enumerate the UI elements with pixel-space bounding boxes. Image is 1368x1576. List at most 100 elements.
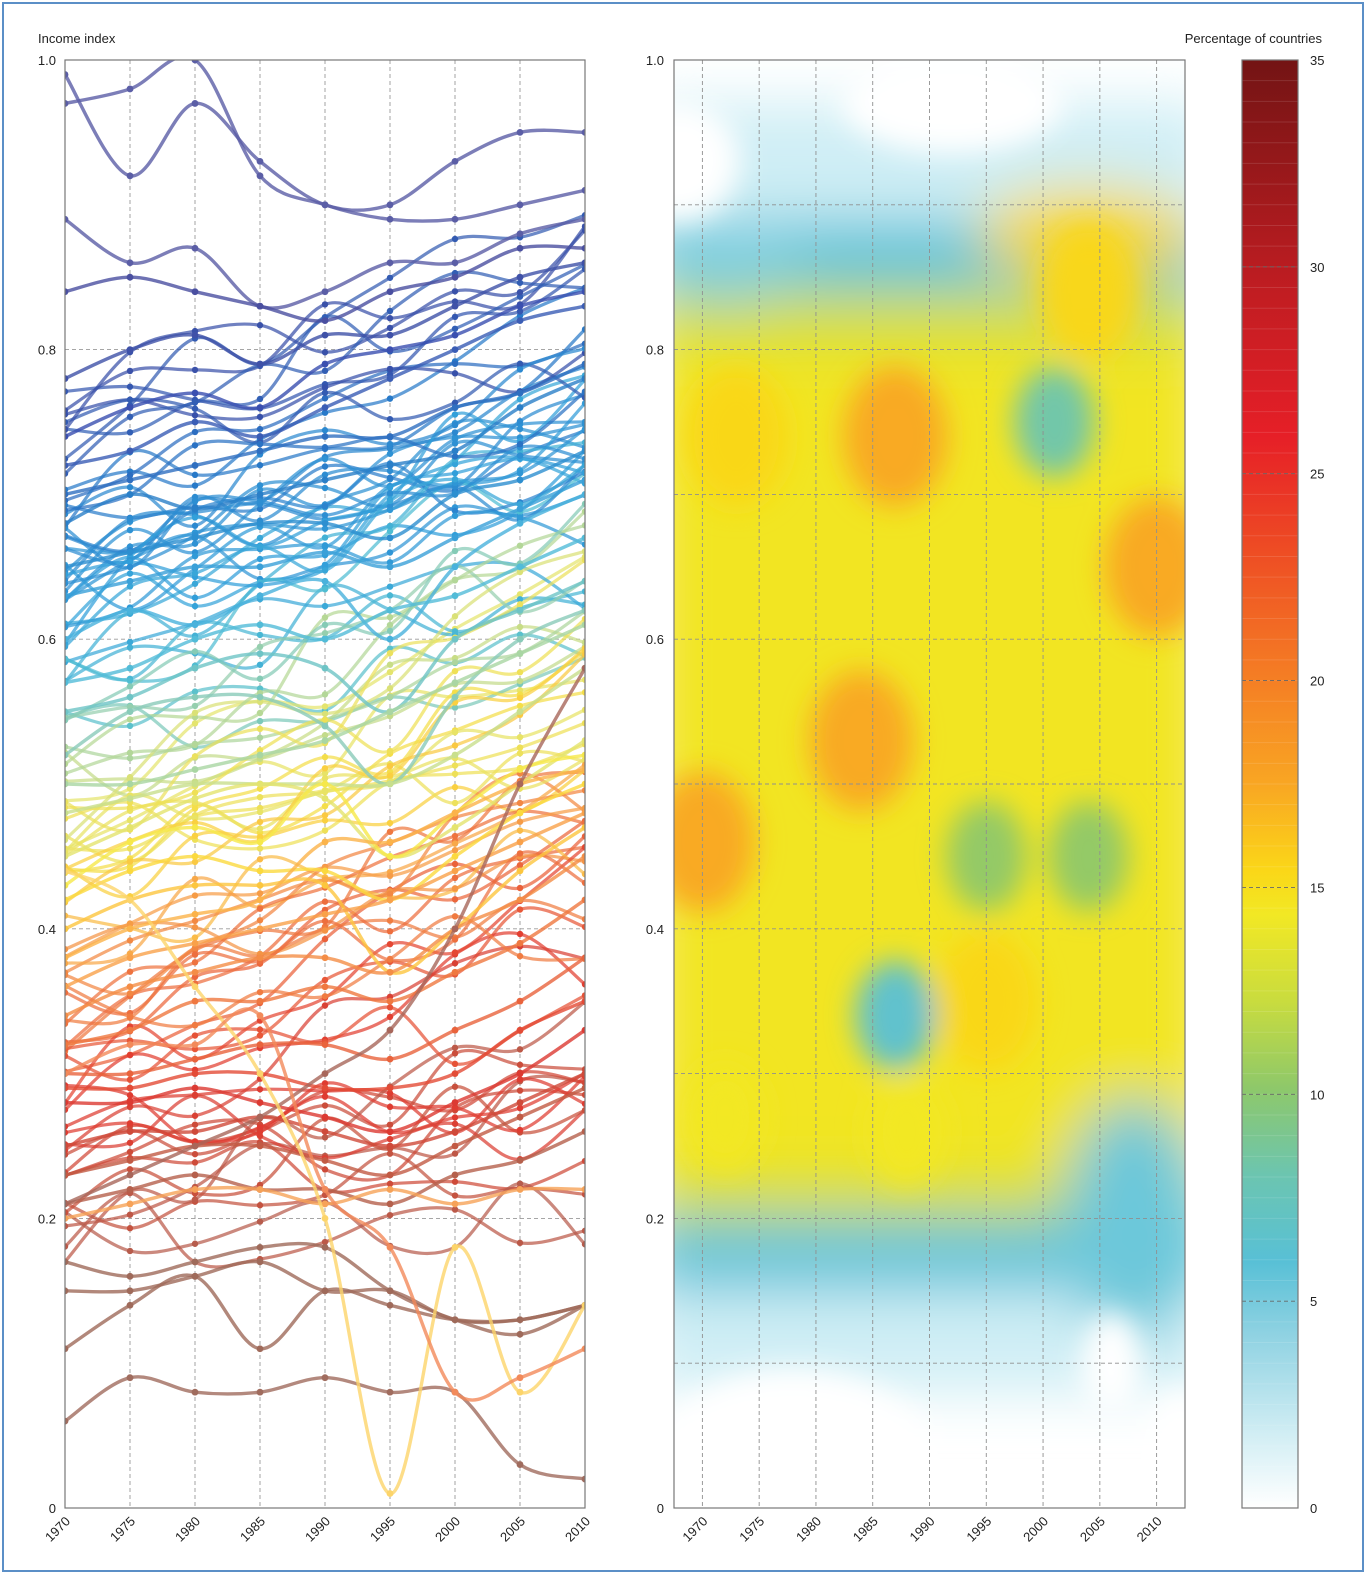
right-y-tick-label: 0.8 [646, 343, 664, 358]
series-point [65, 1020, 69, 1027]
series-point [321, 1084, 329, 1092]
colorbar-bands [1242, 80, 1298, 1488]
series-point [321, 433, 329, 440]
series-point [65, 388, 69, 395]
series-point [65, 751, 69, 759]
series-point [321, 444, 329, 451]
series-point [65, 545, 69, 553]
series-point [65, 896, 69, 904]
series-point [386, 668, 394, 676]
right-y-tick-label: 0.6 [646, 632, 664, 647]
series-point [321, 201, 329, 209]
series-point [65, 563, 69, 571]
series-point [581, 844, 585, 851]
series-point [386, 896, 394, 904]
series-point [191, 288, 199, 296]
series-line-13 [65, 579, 585, 714]
series-point [516, 601, 524, 608]
series-point [451, 235, 459, 243]
series-point [256, 462, 264, 469]
series-point [516, 519, 524, 527]
right-x-tick-label: 1995 [963, 1514, 994, 1545]
colorbar-gradient [1242, 60, 1298, 1508]
series-line-1 [65, 60, 585, 223]
series-point [126, 515, 134, 522]
series-point [581, 129, 585, 136]
series-point [516, 568, 524, 576]
series-point [191, 789, 199, 796]
series-point [581, 997, 585, 1005]
series-point [126, 703, 134, 711]
heat-hotspot-0 [674, 771, 755, 912]
series-point [256, 157, 264, 165]
series-point [386, 1301, 394, 1309]
series-point [256, 505, 264, 513]
series-point [451, 421, 459, 429]
series-point [65, 1070, 69, 1077]
series-point [256, 433, 264, 440]
heat-upper-left [674, 222, 806, 303]
series-point [516, 441, 524, 448]
series-point [65, 462, 69, 469]
series-point [191, 570, 199, 577]
series-point [386, 1171, 394, 1179]
series-point [256, 808, 264, 816]
series-point [321, 463, 329, 470]
series-point [451, 667, 459, 675]
series-point [126, 447, 134, 455]
series-line-32 [65, 666, 585, 1206]
series-point [581, 954, 585, 962]
series-point [451, 1150, 459, 1157]
series-point [516, 418, 524, 425]
series-point [581, 1345, 585, 1353]
series-point [516, 827, 524, 834]
series-point [191, 482, 199, 489]
right-x-tick-label: 2000 [1020, 1514, 1051, 1545]
right-y-tick-label: 1.0 [646, 53, 664, 68]
series-point [65, 798, 69, 806]
series-point [581, 577, 585, 585]
series-point [516, 733, 524, 741]
series-point [516, 1157, 524, 1164]
series-point [256, 780, 264, 788]
series-point [451, 460, 459, 468]
series-point [581, 1084, 585, 1092]
series-point [581, 1475, 585, 1483]
series-point [191, 910, 199, 918]
series-point [65, 743, 69, 751]
series-point [65, 1243, 69, 1250]
series-point [321, 802, 329, 810]
series-point [191, 934, 199, 941]
series-line [65, 1048, 585, 1157]
series-point [256, 172, 264, 180]
series-point [126, 845, 134, 852]
series-point [386, 549, 394, 556]
series-point [581, 1091, 585, 1099]
right-y-tick-label: 0.2 [646, 1211, 664, 1226]
series-point [65, 946, 69, 953]
series-point [581, 719, 585, 727]
series-point [451, 399, 459, 406]
series-point [581, 1186, 585, 1193]
series-point [65, 375, 69, 382]
series-point [321, 404, 329, 411]
series-point [386, 693, 394, 700]
left-y-tick-label: 1.0 [38, 53, 56, 68]
series-point [451, 659, 459, 666]
left-x-tick-label: 1975 [107, 1514, 138, 1545]
series-point [451, 847, 459, 854]
series-point [386, 614, 394, 621]
series-point [256, 675, 264, 682]
series-point [256, 1012, 264, 1020]
series-point [581, 824, 585, 831]
series-point [256, 825, 264, 832]
series-point [321, 1070, 329, 1077]
series-point [581, 215, 585, 223]
series-point [65, 426, 69, 433]
series-point [516, 799, 524, 807]
series-point [386, 1243, 394, 1251]
series-point [386, 467, 394, 475]
series-point [256, 1099, 264, 1106]
right-plot-border [673, 59, 1186, 1509]
series-point [386, 445, 394, 452]
